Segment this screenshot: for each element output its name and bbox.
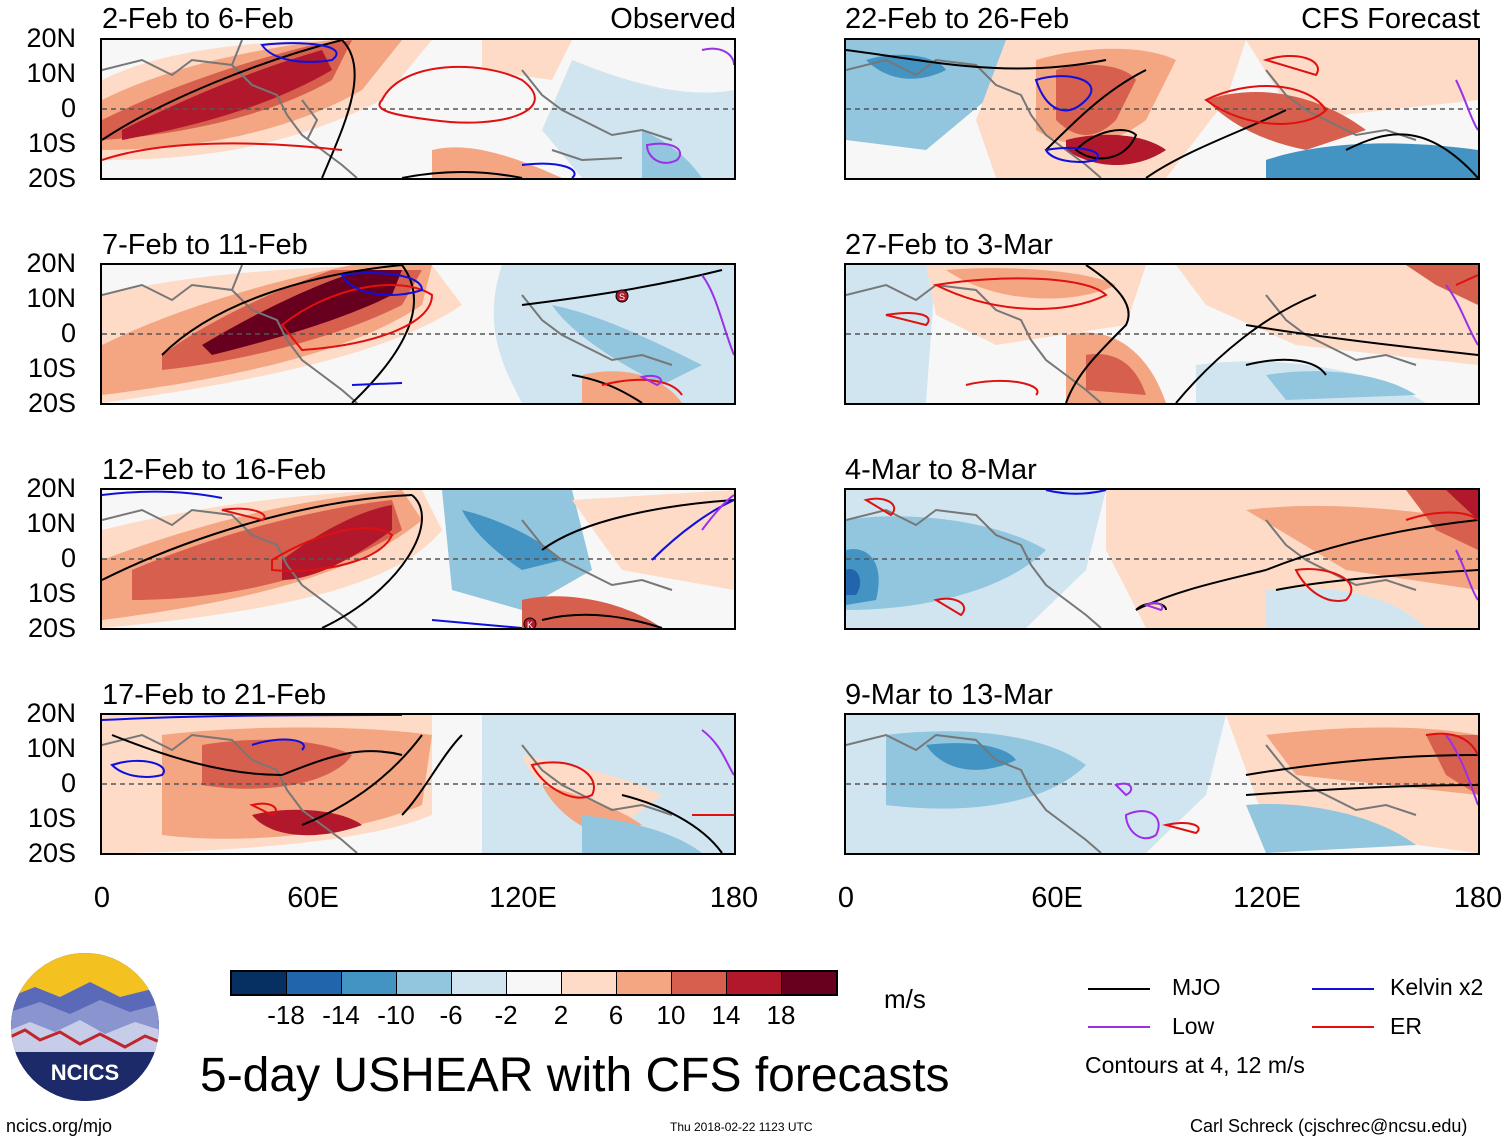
panel-title-obs3: 12-Feb to 16-Feb <box>102 454 327 486</box>
figure-title: 5-day USHEAR with CFS forecasts <box>200 1049 950 1102</box>
map-panel-obs2: S <box>100 263 736 405</box>
colorbar-label: -2 <box>494 1000 518 1030</box>
lat-label: 10N <box>26 58 76 88</box>
footer-author: Carl Schreck (cjschrec@ncsu.edu) <box>1190 1116 1468 1136</box>
colorbar-swatch <box>397 972 452 994</box>
storm-marker-s-label: S <box>619 292 625 302</box>
legend-line-low <box>1088 1026 1150 1028</box>
map-panel-obs3: K <box>100 488 736 630</box>
colorbar-units: m/s <box>884 984 926 1014</box>
lat-label: 10S <box>27 803 76 833</box>
lat-label: 0 <box>60 93 76 123</box>
map-panel-fc4 <box>844 713 1480 855</box>
colorbar-swatch <box>617 972 672 994</box>
colorbar-label: -6 <box>439 1000 463 1030</box>
panel-title-fc4: 9-Mar to 13-Mar <box>845 679 1053 711</box>
lon-label: 0 <box>837 882 855 914</box>
lon-label: 180 <box>709 882 759 914</box>
ncics-logo-text: NCICS <box>51 1060 119 1085</box>
footer-url: ncics.org/mjo <box>6 1116 113 1136</box>
map-panel-fc2 <box>844 263 1480 405</box>
legend-label-kelvin: Kelvin x2 <box>1390 974 1484 1000</box>
colorbar-swatch <box>287 972 342 994</box>
storm-marker-k-icon <box>523 617 537 628</box>
colorbar-label: 2 <box>553 1000 569 1030</box>
colorbar-label: 18 <box>766 1000 796 1030</box>
lat-label: 10N <box>26 283 76 313</box>
colorbar <box>230 970 838 996</box>
panel-title-fc2: 27-Feb to 3-Mar <box>845 229 1053 261</box>
lat-label: 20S <box>27 388 76 418</box>
lat-label: 10S <box>27 128 76 158</box>
panel-title-obs4: 17-Feb to 21-Feb <box>102 679 327 711</box>
colorbar-label: 14 <box>711 1000 741 1030</box>
legend-label-mjo: MJO <box>1172 974 1221 1000</box>
legend-line-kelvin <box>1312 988 1374 990</box>
map-panel-fc3 <box>844 488 1480 630</box>
cfs-forecast-label: CFS Forecast <box>1301 3 1480 35</box>
lat-label: 20S <box>27 838 76 868</box>
panel-title-obs2: 7-Feb to 11-Feb <box>102 229 308 261</box>
lat-label: 0 <box>60 543 76 573</box>
footer-timestamp: Thu 2018-02-22 1123 UTC <box>670 1120 813 1134</box>
colorbar-label: -10 <box>377 1000 415 1030</box>
colorbar-swatch <box>782 972 836 994</box>
colorbar-label: 6 <box>608 1000 624 1030</box>
legend-contours-note: Contours at 4, 12 m/s <box>1085 1052 1305 1078</box>
colorbar-swatch <box>727 972 782 994</box>
observed-label: Observed <box>610 3 736 35</box>
lat-label: 10N <box>26 508 76 538</box>
lat-label: 0 <box>60 768 76 798</box>
lat-label: 10N <box>26 733 76 763</box>
legend-label-low: Low <box>1172 1013 1215 1039</box>
colorbar-label: -18 <box>267 1000 305 1030</box>
lat-label: 20N <box>26 23 76 53</box>
lat-label: 10S <box>27 353 76 383</box>
colorbar-swatch <box>672 972 727 994</box>
colorbar-label: -14 <box>322 1000 360 1030</box>
lon-label: 120E <box>489 882 557 914</box>
map-panel-obs1 <box>100 38 736 180</box>
storm-marker-s-icon <box>615 289 629 303</box>
lat-label: 20S <box>27 163 76 193</box>
lat-label: 20N <box>26 248 76 278</box>
panel-title-obs1: 2-Feb to 6-Feb <box>102 3 294 35</box>
colorbar-swatch <box>232 972 287 994</box>
storm-marker-k-label: K <box>527 620 533 628</box>
lat-label: 0 <box>60 318 76 348</box>
lat-label: 10S <box>27 578 76 608</box>
colorbar-swatch <box>562 972 617 994</box>
panel-title-fc1: 22-Feb to 26-Feb <box>845 3 1070 35</box>
lon-label: 120E <box>1233 882 1301 914</box>
colorbar-swatch <box>342 972 397 994</box>
lon-label: 180 <box>1453 882 1503 914</box>
colorbar-swatch <box>507 972 562 994</box>
panel-title-fc3: 4-Mar to 8-Mar <box>845 454 1037 486</box>
lat-label: 20N <box>26 473 76 503</box>
map-panel-fc1 <box>844 38 1480 180</box>
lon-label: 60E <box>287 882 339 914</box>
colorbar-label: 10 <box>656 1000 686 1030</box>
legend-label-er: ER <box>1390 1013 1422 1039</box>
lon-label: 60E <box>1031 882 1083 914</box>
lon-label: 0 <box>93 882 111 914</box>
colorbar-swatch <box>452 972 507 994</box>
lat-label: 20S <box>27 613 76 643</box>
legend-line-er <box>1312 1026 1374 1028</box>
map-panel-obs4 <box>100 713 736 855</box>
ncics-logo: NCICS <box>10 952 160 1102</box>
legend-line-mjo <box>1088 988 1150 990</box>
lat-label: 20N <box>26 698 76 728</box>
